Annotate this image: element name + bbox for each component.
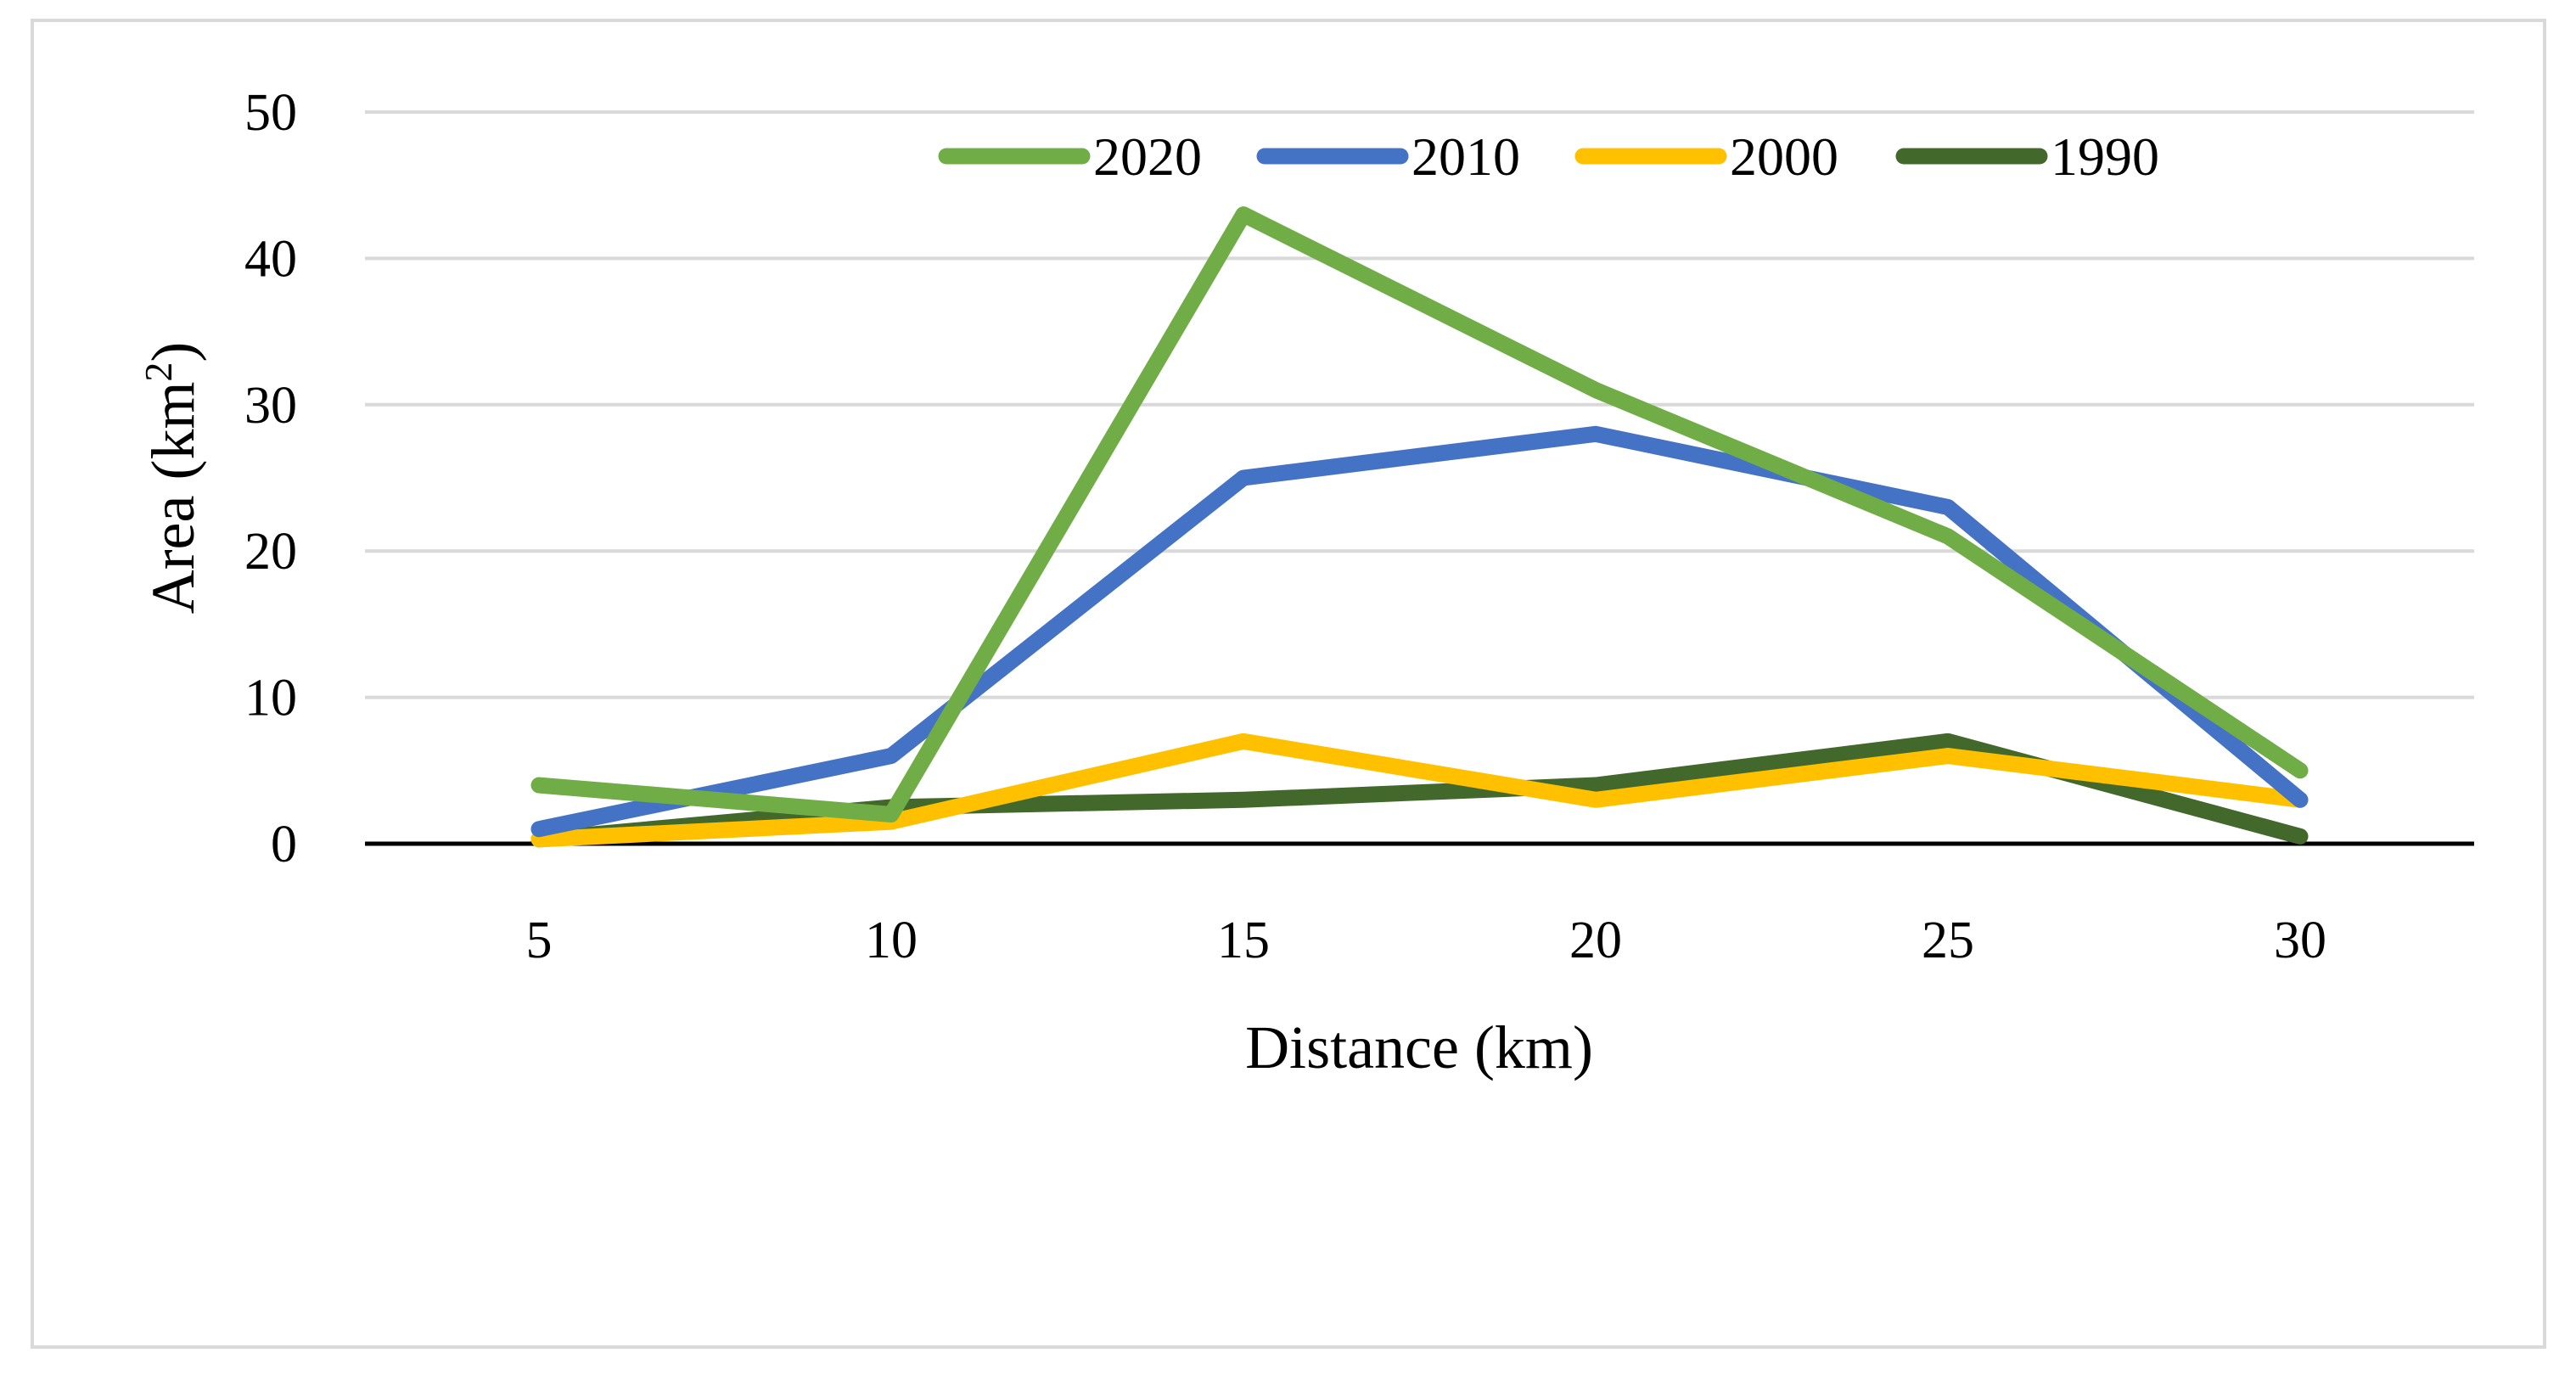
- x-axis-ticks: 5 10 15 20 25 30: [526, 912, 2327, 969]
- x-tick-label: 5: [526, 912, 553, 969]
- y-tick-label: 40: [244, 230, 297, 288]
- x-axis-title: Distance (km): [1245, 1013, 1593, 1081]
- x-tick-label: 25: [1922, 912, 1974, 969]
- x-tick-label: 30: [2274, 912, 2326, 969]
- x-tick-label: 15: [1217, 912, 1270, 969]
- series-line-2020: [530, 206, 2309, 823]
- legend-label-2010: 2010: [1411, 126, 1520, 187]
- series-lines: [530, 206, 2309, 848]
- series-line-2000: [530, 733, 2309, 848]
- y-axis-title: Area (km2): [137, 342, 207, 615]
- x-tick-label: 20: [1569, 912, 1622, 969]
- series-line-2010: [530, 425, 2309, 838]
- y-axis-title-text: Area (km: [139, 382, 207, 615]
- y-tick-label: 20: [244, 523, 297, 581]
- y-tick-label: 10: [244, 670, 297, 727]
- y-axis-title-superscript: 2: [137, 362, 180, 382]
- x-tick-label: 10: [865, 912, 918, 969]
- legend: 2020 2010 2000 1990: [938, 126, 2159, 187]
- legend-label-2000: 2000: [1730, 126, 1838, 187]
- legend-label-2020: 2020: [1093, 126, 1202, 187]
- y-axis-ticks: 0 10 20 30 40 50: [244, 84, 297, 873]
- y-tick-label: 30: [244, 377, 297, 435]
- gridlines: [365, 110, 2474, 699]
- y-tick-label: 50: [244, 84, 297, 142]
- legend-label-1990: 1990: [2051, 126, 2159, 187]
- y-tick-label: 0: [271, 816, 297, 873]
- y-axis-title-close: ): [139, 342, 207, 362]
